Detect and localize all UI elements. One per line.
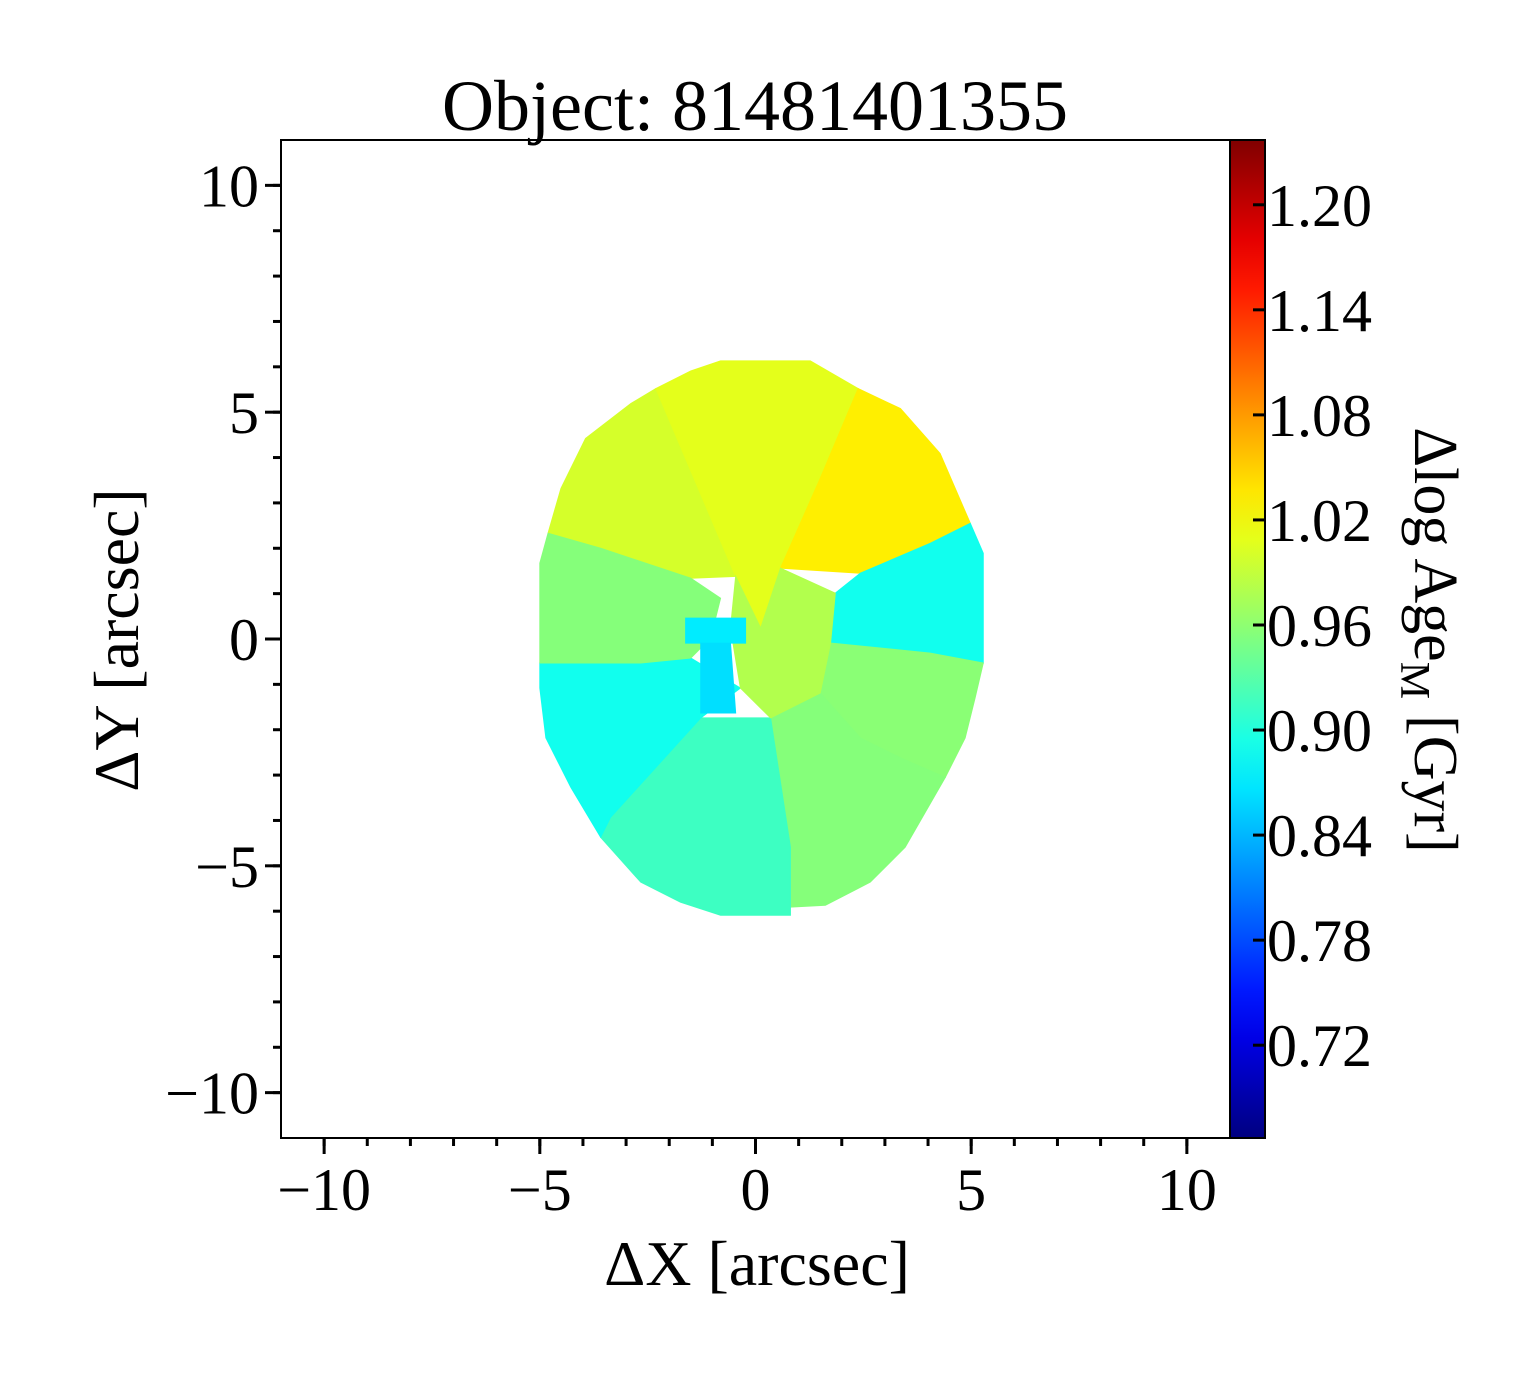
colorbar — [1229, 139, 1266, 1139]
y-tick-label: −5 — [195, 834, 259, 900]
x-tick-label: −10 — [277, 1157, 371, 1223]
colorbar-tick-label: 1.08 — [1267, 383, 1372, 449]
y-tick-label: 10 — [199, 153, 259, 219]
map-region — [700, 642, 737, 714]
x-tick-label: 10 — [1157, 1157, 1217, 1223]
x-tick-label: 0 — [741, 1157, 771, 1223]
colorbar-label-sub: M — [1391, 662, 1437, 699]
colorbar-tick-label: 1.20 — [1267, 173, 1372, 239]
colorbar-label-main: Δlog Age — [1401, 427, 1469, 661]
colorbar-tick-label: 0.90 — [1267, 698, 1372, 764]
x-tick-label: −5 — [508, 1157, 572, 1223]
y-axis-label: ΔY [arcsec] — [81, 488, 152, 791]
y-tick-label: 0 — [229, 607, 259, 673]
y-tick-label: 5 — [229, 380, 259, 446]
colorbar-tick-label: 0.78 — [1267, 908, 1372, 974]
colorbar-label: Δlog AgeM [Gyr] — [1391, 427, 1469, 853]
map-region — [685, 617, 747, 644]
colorbar-tick-label: 1.02 — [1267, 488, 1372, 554]
x-tick-label: 5 — [956, 1157, 986, 1223]
colorbar-tick-label: 0.84 — [1267, 803, 1372, 869]
map-region — [729, 567, 836, 719]
colorbar-tick-label: 0.96 — [1267, 593, 1372, 659]
y-tick-label: −10 — [165, 1061, 259, 1127]
map-region — [539, 532, 722, 664]
colorbar-tick-label: 0.72 — [1267, 1013, 1372, 1079]
x-axis-label: ΔX [arcsec] — [604, 1228, 910, 1299]
colorbar-tick-label: 1.14 — [1267, 278, 1372, 344]
colorbar-label-unit: [Gyr] — [1401, 715, 1469, 853]
chart-title: Object: 81481401355 — [442, 66, 1068, 146]
